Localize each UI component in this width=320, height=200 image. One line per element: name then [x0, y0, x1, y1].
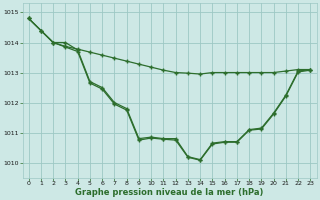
X-axis label: Graphe pression niveau de la mer (hPa): Graphe pression niveau de la mer (hPa) [76, 188, 264, 197]
